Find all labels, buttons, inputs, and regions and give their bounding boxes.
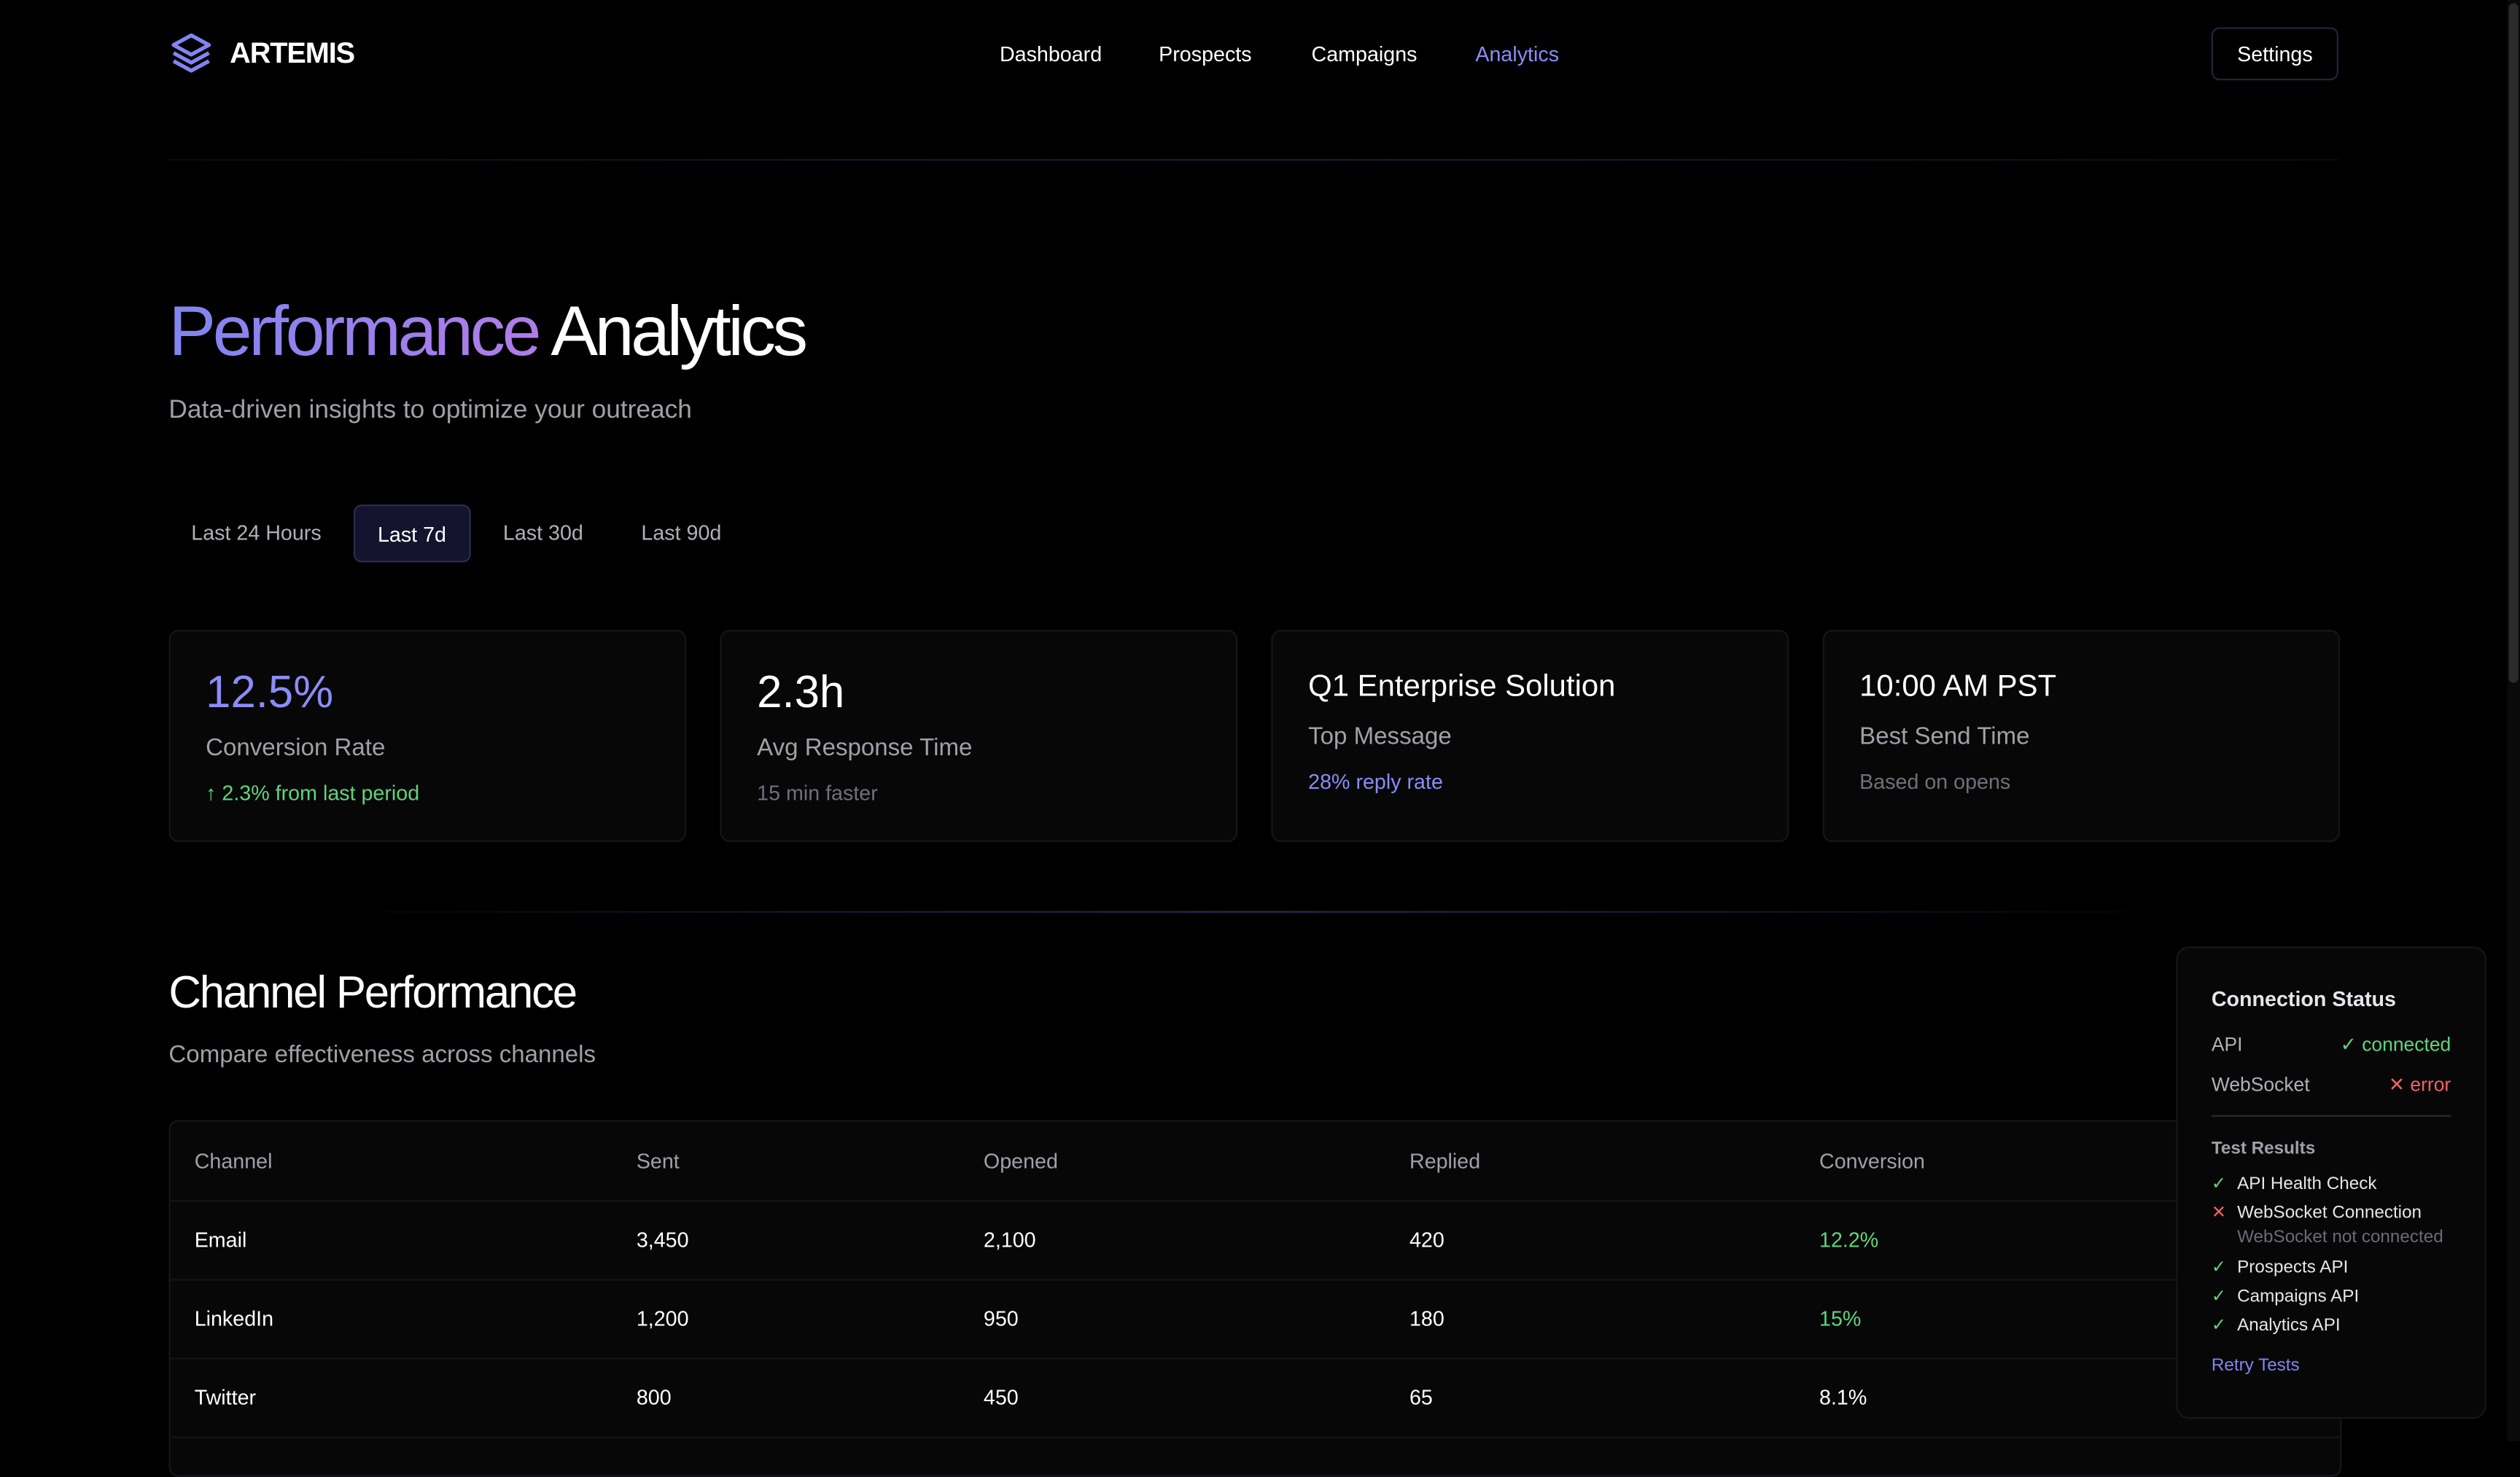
retry-tests-link[interactable]: Retry Tests (2211, 1356, 2300, 1376)
test-item: ✓ Prospects API (2211, 1257, 2349, 1278)
cell-sent: 3,450 (636, 1227, 689, 1252)
scrollbar-thumb[interactable] (2508, 3, 2519, 683)
connection-status-panel: Connection Status API ✓ connected WebSoc… (2176, 946, 2486, 1419)
tab-last-30d[interactable]: Last 30d (502, 520, 583, 545)
stat-card-response-time: 2.3h Avg Response Time 15 min faster (720, 630, 1238, 842)
section-divider (289, 911, 2218, 913)
col-sent: Sent (636, 1148, 680, 1173)
nav-campaigns[interactable]: Campaigns (1311, 42, 1418, 66)
test-results-title: Test Results (2211, 1139, 2316, 1159)
channel-table: Channel Sent Opened Replied Conversion E… (168, 1120, 2342, 1477)
title-rest: Analytics (551, 292, 808, 372)
check-icon: ✓ (2211, 1316, 2227, 1336)
page-subtitle: Data-driven insights to optimize your ou… (168, 397, 692, 424)
check-icon: ✓ (2211, 1287, 2227, 1306)
cell-channel: LinkedIn (194, 1306, 274, 1330)
stat-value: 10:00 AM PST (1859, 670, 2057, 704)
tab-last-24-hours[interactable]: Last 24 Hours (191, 520, 322, 545)
col-replied: Replied (1409, 1148, 1481, 1173)
panel-title: Connection Status (2211, 986, 2396, 1011)
cell-conversion: 15% (1819, 1306, 1862, 1330)
cell-conversion: 12.2% (1819, 1227, 1879, 1252)
test-item: ✕ WebSocket Connection (2212, 1202, 2422, 1223)
websocket-label: WebSocket (2211, 1073, 2310, 1096)
stat-sub: Based on opens (1859, 769, 2011, 794)
section-subtitle: Compare effectiveness across channels (168, 1041, 596, 1069)
stat-card-top-message: Q1 Enterprise Solution Top Message 28% r… (1271, 630, 1789, 842)
tab-last-7d[interactable]: Last 7d (353, 504, 471, 563)
nav-analytics[interactable]: Analytics (1475, 42, 1560, 66)
stat-sub: 28% reply rate (1308, 769, 1443, 794)
tab-last-90d[interactable]: Last 90d (641, 520, 722, 545)
stat-value: 12.5% (206, 666, 334, 717)
analytics-page: ARTEMIS Dashboard Prospects Campaigns An… (168, 3, 2519, 1477)
test-name: Campaigns API (2237, 1287, 2360, 1306)
cell-replied: 65 (1409, 1384, 1433, 1409)
stat-label: Best Send Time (1859, 722, 2030, 751)
stat-value: Q1 Enterprise Solution (1308, 670, 1616, 704)
table-row: Email 3,450 2,100 420 12.2% (170, 1200, 2341, 1281)
cell-channel: Twitter (194, 1384, 257, 1409)
test-name: Prospects API (2237, 1258, 2349, 1278)
brand-name: ARTEMIS (230, 36, 355, 69)
col-opened: Opened (983, 1148, 1058, 1173)
cell-channel: Email (194, 1227, 247, 1252)
cell-replied: 180 (1409, 1306, 1444, 1330)
stat-sub: 15 min faster (757, 781, 878, 806)
check-icon: ✓ (2211, 1174, 2227, 1194)
api-label: API (2211, 1033, 2243, 1056)
test-detail: WebSocket not connected (2237, 1227, 2443, 1247)
col-conversion: Conversion (1819, 1148, 1925, 1173)
table-row: Twitter 800 450 65 8.1% (170, 1357, 2341, 1438)
stat-value: 2.3h (757, 666, 845, 717)
test-name: Analytics API (2237, 1316, 2341, 1336)
websocket-status: ✕ error (2388, 1073, 2451, 1096)
cell-opened: 950 (983, 1306, 1019, 1330)
test-item: ✓ Analytics API (2211, 1314, 2341, 1336)
col-channel: Channel (194, 1148, 273, 1173)
page-title: Performance Analytics (168, 292, 808, 373)
brand-logo[interactable]: ARTEMIS (168, 31, 355, 76)
stat-card-best-send-time: 10:00 AM PST Best Send Time Based on ope… (1822, 630, 2341, 842)
test-item: ✓ API Health Check (2211, 1173, 2377, 1194)
api-status: ✓ connected (2340, 1033, 2451, 1056)
nav-prospects[interactable]: Prospects (1159, 42, 1252, 66)
title-highlight: Performance (168, 292, 541, 372)
cell-sent: 800 (636, 1384, 672, 1409)
settings-button[interactable]: Settings (2211, 27, 2338, 81)
header-divider (168, 159, 2338, 161)
section-title: Channel Performance (168, 967, 578, 1018)
check-icon: ✓ (2211, 1258, 2227, 1278)
stat-label: Avg Response Time (757, 734, 973, 762)
table-row: LinkedIn 1,200 950 180 15% (170, 1279, 2341, 1360)
layers-icon (171, 33, 211, 73)
cell-replied: 420 (1409, 1227, 1444, 1252)
test-name: WebSocket Connection (2237, 1203, 2422, 1223)
table-header: Channel Sent Opened Replied Conversion (170, 1121, 2341, 1202)
stat-label: Top Message (1308, 722, 1452, 751)
nav-dashboard[interactable]: Dashboard (999, 42, 1102, 66)
cell-sent: 1,200 (636, 1306, 689, 1330)
cell-conversion: 8.1% (1819, 1384, 1867, 1409)
stat-sub: ↑ 2.3% from last period (206, 781, 420, 806)
test-name: API Health Check (2237, 1174, 2377, 1194)
test-item: ✓ Campaigns API (2212, 1285, 2359, 1306)
cell-opened: 450 (983, 1384, 1019, 1409)
cell-opened: 2,100 (983, 1227, 1036, 1252)
stat-card-conversion: 12.5% Conversion Rate ↑ 2.3% from last p… (168, 630, 687, 842)
stat-label: Conversion Rate (206, 734, 386, 762)
panel-divider (2211, 1115, 2451, 1117)
x-icon: ✕ (2211, 1203, 2227, 1223)
